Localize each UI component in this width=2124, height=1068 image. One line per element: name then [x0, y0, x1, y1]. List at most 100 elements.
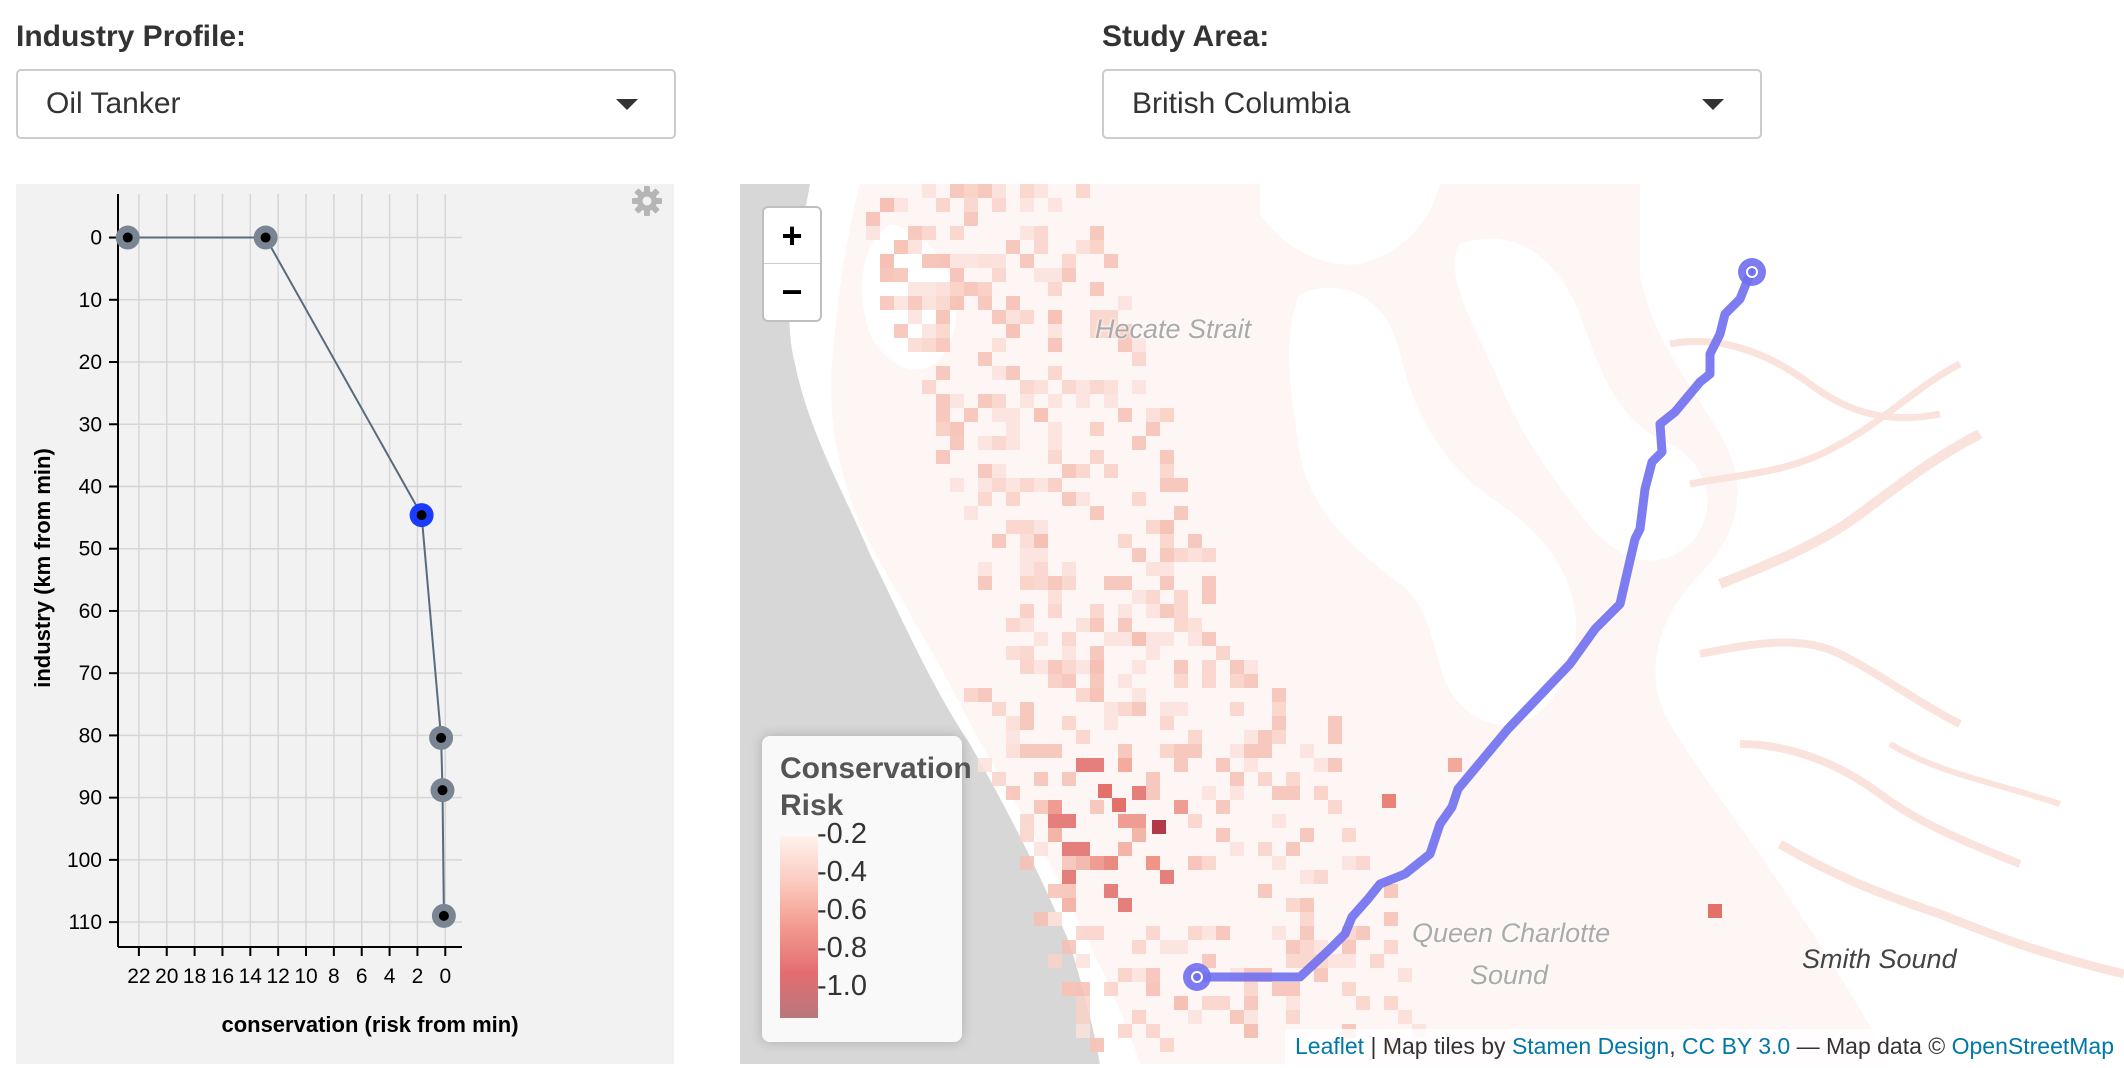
- route-end-marker[interactable]: [1738, 258, 1766, 286]
- risk-cell: [992, 772, 1006, 786]
- risk-cell: [1090, 310, 1104, 324]
- risk-cell: [1034, 912, 1048, 926]
- risk-cell: [1230, 744, 1244, 758]
- risk-cell: [894, 324, 908, 338]
- risk-cell: [1020, 814, 1034, 828]
- risk-cell: [880, 296, 894, 310]
- risk-cell: [1020, 828, 1034, 842]
- stamen-link[interactable]: Stamen Design: [1511, 1033, 1670, 1059]
- risk-cell: [866, 212, 880, 226]
- selected-point[interactable]: [409, 503, 434, 528]
- study-area-select[interactable]: British Columbia: [1102, 69, 1762, 139]
- risk-cell: [1020, 856, 1034, 870]
- risk-cell: [1160, 478, 1174, 492]
- tradeoff-plot: 22 20 18 16 14 12 10 8 6 4 2 0 0 10 20 30 40 50 60 70 80 90 10…: [16, 184, 674, 1064]
- risk-cell: [1384, 996, 1398, 1010]
- risk-cell: [1202, 674, 1216, 688]
- risk-cell: [1118, 534, 1132, 548]
- risk-cell: [1118, 702, 1132, 716]
- shipping-route[interactable]: [1195, 264, 1757, 982]
- route-start-marker[interactable]: [1183, 963, 1211, 991]
- legend-title: Conservation Risk: [780, 750, 972, 824]
- risk-cell: [1076, 380, 1090, 394]
- gear-icon[interactable]: [630, 184, 664, 218]
- risk-cell: [1384, 912, 1398, 926]
- risk-cell: [1090, 758, 1104, 772]
- risk-cell: [1342, 954, 1356, 968]
- risk-cell: [1146, 590, 1160, 604]
- risk-cell: [978, 254, 992, 268]
- risk-cell: [894, 296, 908, 310]
- risk-cell: [1006, 240, 1020, 254]
- risk-cell: [1076, 492, 1090, 506]
- attribution-text: | Map tiles by: [1364, 1033, 1512, 1059]
- risk-cell: [1048, 268, 1062, 282]
- tradeoff-point[interactable]: [430, 778, 455, 803]
- tradeoff-point[interactable]: [115, 225, 140, 250]
- risk-cell: [1020, 226, 1034, 240]
- risk-cell: [1006, 422, 1020, 436]
- risk-cell: [1020, 534, 1034, 548]
- industry-profile-label: Industry Profile:: [16, 20, 247, 53]
- risk-cell: [1048, 884, 1062, 898]
- risk-cell: [1160, 464, 1174, 478]
- risk-cell: [1160, 632, 1174, 646]
- risk-cell: [1286, 772, 1300, 786]
- place-label-hecate-strait: Hecate Strait: [1095, 314, 1252, 344]
- zoom-in-button[interactable]: +: [764, 208, 820, 264]
- risk-cell: [964, 282, 978, 296]
- map-attribution: Leaflet | Map tiles by Stamen Design, CC…: [1285, 1029, 2124, 1064]
- cc-link[interactable]: CC BY 3.0: [1681, 1033, 1791, 1059]
- risk-cell: [1034, 632, 1048, 646]
- risk-heatmap: [866, 184, 1722, 1052]
- y-tick-label: 90: [79, 787, 102, 810]
- risk-cell: [978, 296, 992, 310]
- risk-cell: [1034, 576, 1048, 590]
- risk-cell: [1048, 744, 1062, 758]
- risk-cell: [1062, 772, 1076, 786]
- risk-cell: [1062, 870, 1076, 884]
- risk-cell: [1132, 702, 1146, 716]
- risk-map[interactable]: Hecate Strait Queen Charlotte Sound Smit…: [740, 184, 2124, 1064]
- risk-cell: [964, 408, 978, 422]
- risk-cell: [1146, 422, 1160, 436]
- risk-cell: [1076, 394, 1090, 408]
- risk-cell: [1062, 492, 1076, 506]
- risk-cell: [1076, 926, 1090, 940]
- risk-cell: [992, 534, 1006, 548]
- risk-cell: [1076, 842, 1090, 856]
- risk-cell: [978, 352, 992, 366]
- risk-cell: [1118, 814, 1132, 828]
- risk-cell: [992, 464, 1006, 478]
- risk-cell: [1048, 814, 1062, 828]
- x-tick-label: 6: [356, 965, 368, 988]
- osm-link[interactable]: OpenStreetMap: [1951, 1033, 2114, 1059]
- tradeoff-point[interactable]: [431, 903, 456, 928]
- tradeoff-point[interactable]: [253, 225, 278, 250]
- industry-profile-select[interactable]: Oil Tanker: [16, 69, 676, 139]
- inlet: [1699, 638, 1962, 728]
- tradeoff-point[interactable]: [429, 725, 454, 750]
- risk-cell: [908, 310, 922, 324]
- risk-cell: [1104, 982, 1118, 996]
- map-canvas[interactable]: [740, 184, 2124, 1064]
- risk-cell: [1230, 842, 1244, 856]
- risk-cell: [978, 478, 992, 492]
- zoom-out-button[interactable]: −: [781, 271, 803, 312]
- risk-cell: [1174, 660, 1188, 674]
- risk-cell: [1118, 576, 1132, 590]
- risk-cell: [978, 492, 992, 506]
- x-axis-label: conservation (risk from min): [221, 1012, 518, 1037]
- risk-cell: [1328, 758, 1342, 772]
- risk-cell: [1132, 828, 1146, 842]
- legend-title-line1: Conservation: [780, 752, 972, 785]
- risk-cell: [950, 296, 964, 310]
- risk-cell: [1272, 982, 1286, 996]
- risk-cell: [1244, 996, 1258, 1010]
- leaflet-link[interactable]: Leaflet: [1295, 1033, 1365, 1059]
- risk-cell: [1048, 450, 1062, 464]
- risk-cell: [1062, 842, 1076, 856]
- risk-cell: [1020, 478, 1034, 492]
- risk-cell: [1062, 576, 1076, 590]
- risk-cell: [1062, 716, 1076, 730]
